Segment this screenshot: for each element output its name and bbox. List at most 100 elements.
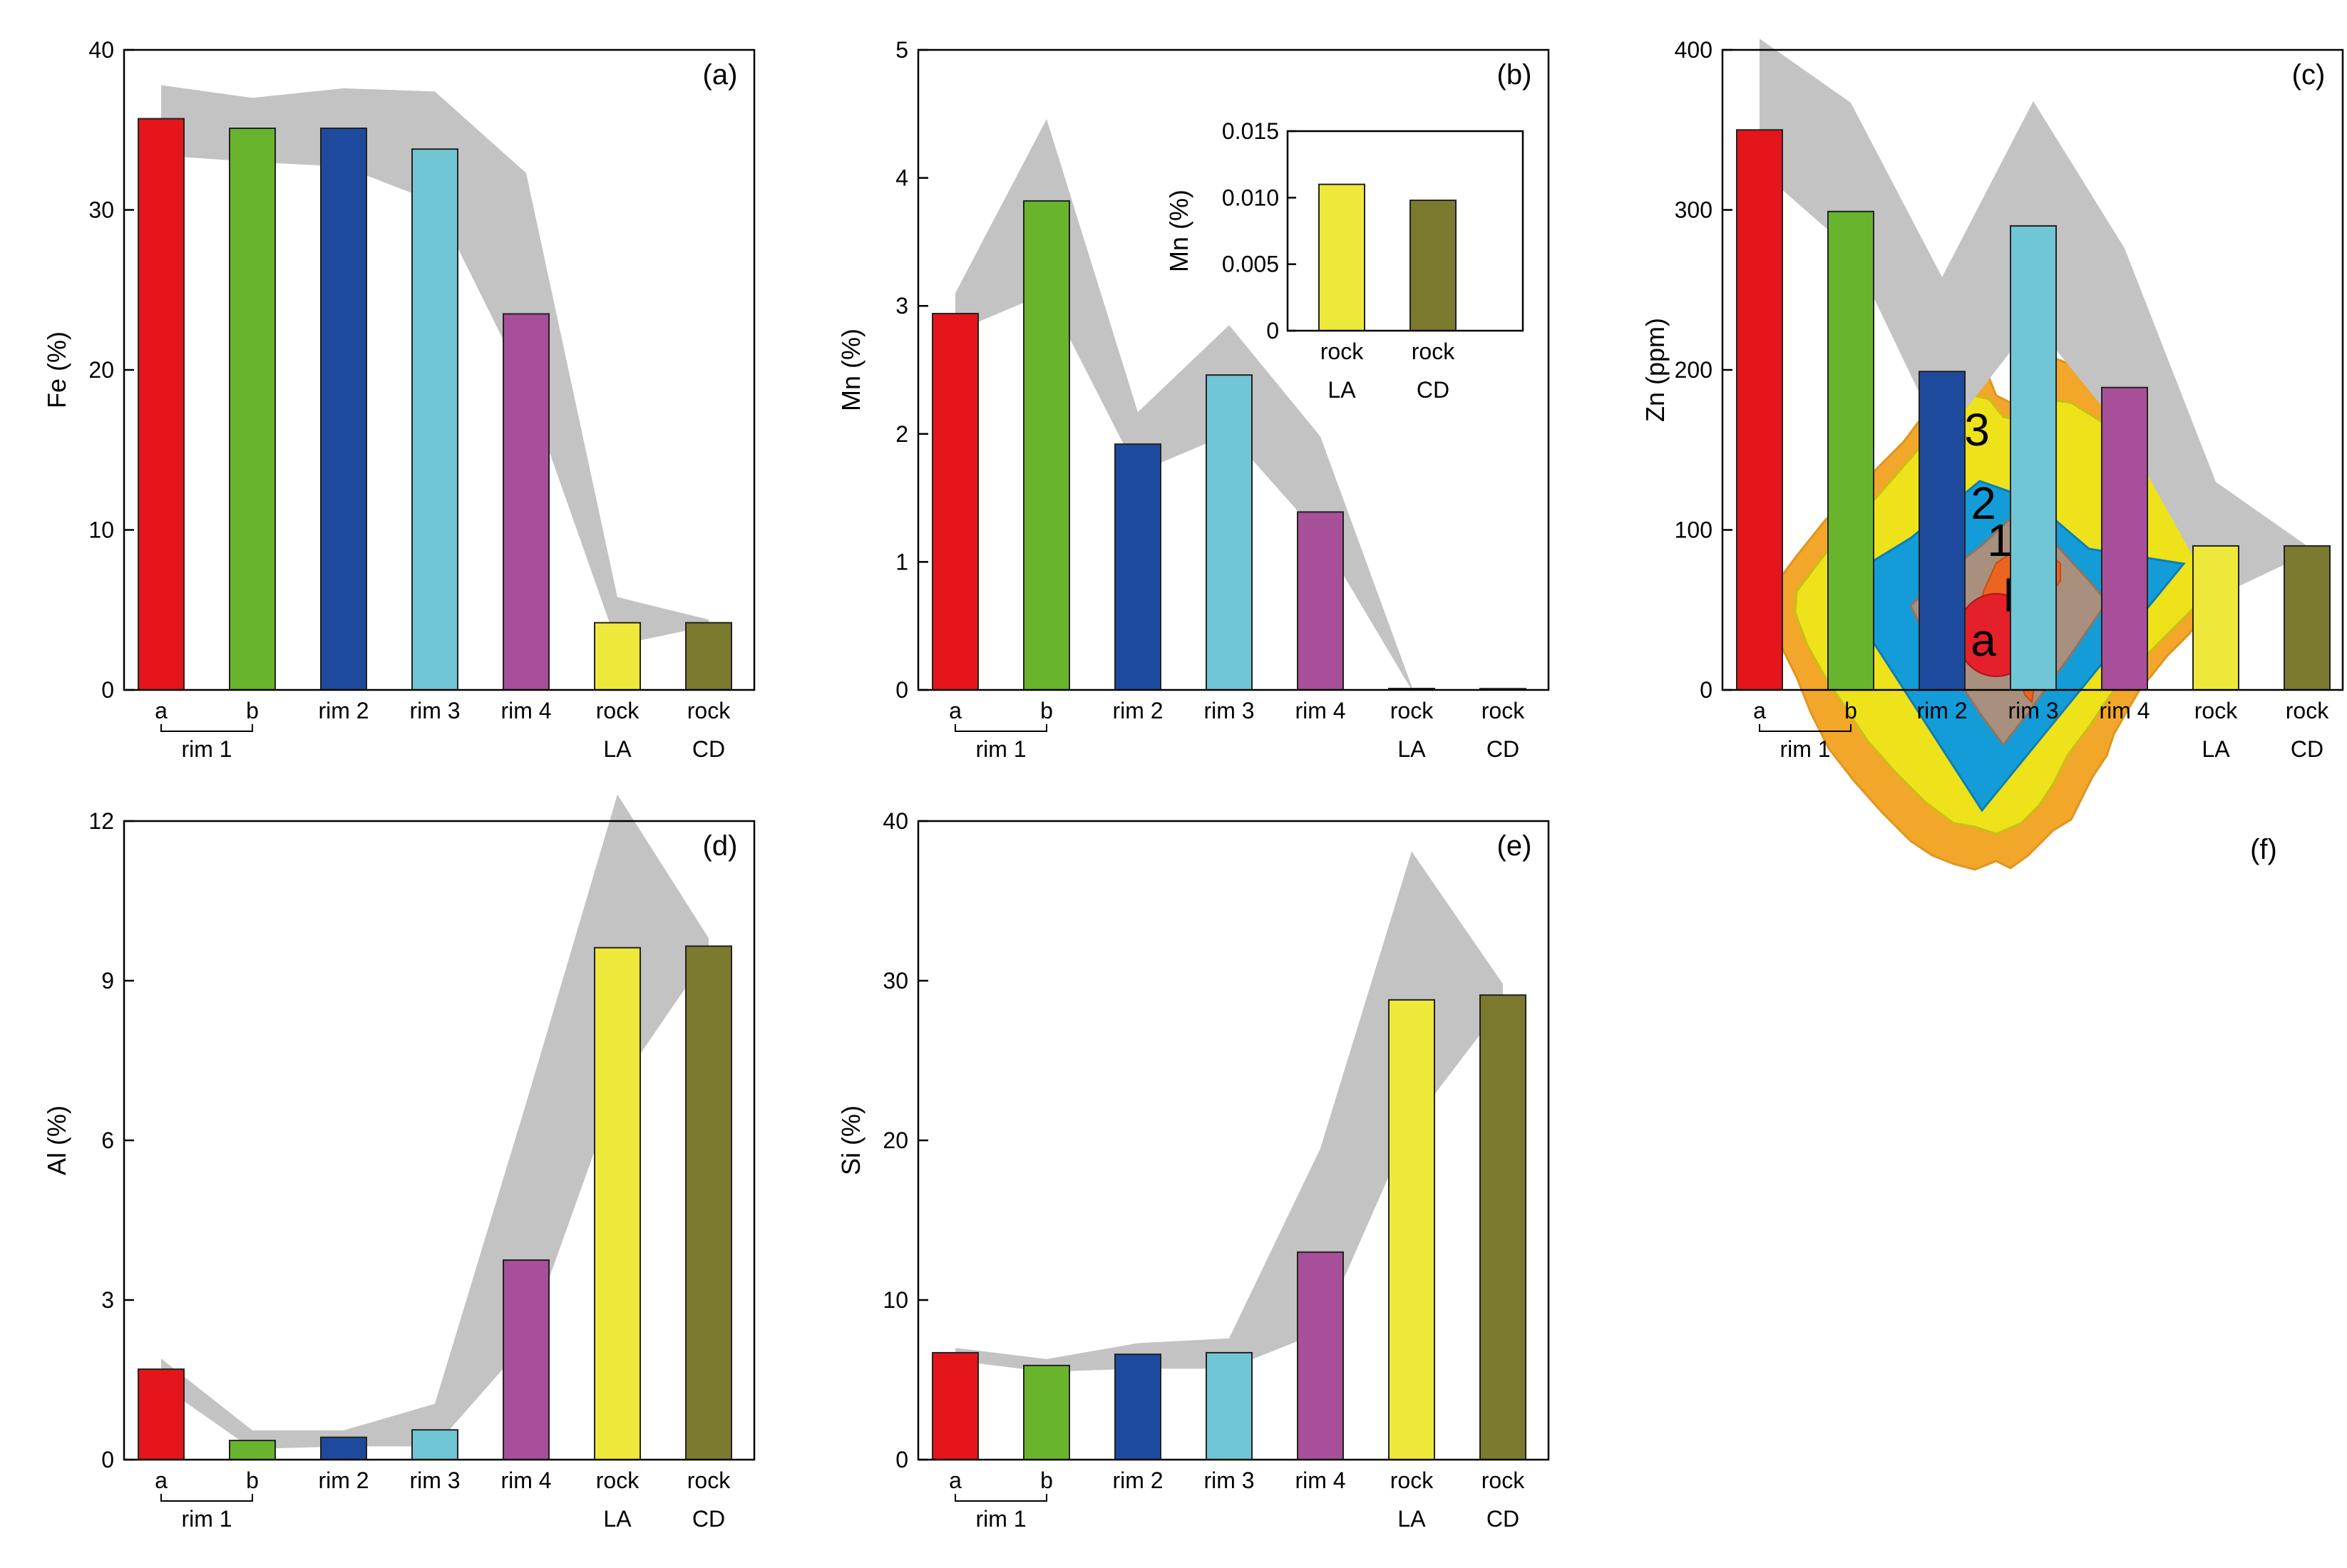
- inset-category-label: rock: [1320, 339, 1364, 364]
- bar-a: [138, 118, 185, 691]
- bar-rim-2: [1114, 443, 1161, 691]
- y-tick-label: 5: [895, 37, 908, 63]
- x-category-label: b: [1040, 698, 1053, 723]
- bar-rock-CD: [685, 945, 732, 1460]
- y-tick-label: 0: [895, 1447, 908, 1472]
- rim1-group-label: rim 1: [1779, 736, 1830, 762]
- x-category-label: rock: [687, 1468, 731, 1493]
- range-band: [161, 794, 709, 1450]
- inset-y-tick-label: 0.010: [1222, 185, 1279, 210]
- y-tick-label: 2: [895, 421, 908, 447]
- inset-y-tick-label: 0.015: [1222, 118, 1279, 144]
- rim1-group-label: rim 1: [975, 736, 1026, 762]
- inset-category-sublabel: LA: [1327, 377, 1356, 403]
- inset-y-tick-label: 0.005: [1222, 252, 1279, 277]
- bar-rim-3: [1206, 1351, 1253, 1461]
- y-axis-title: Si (%): [836, 1105, 866, 1175]
- x-category-label: rock: [1481, 1468, 1525, 1493]
- x-category-label: rim 3: [409, 698, 460, 723]
- rim1-group-label: rim 1: [181, 1506, 232, 1532]
- y-tick-label: 20: [883, 1128, 908, 1153]
- bar-rock-CD: [685, 621, 732, 691]
- x-category-label: rim 4: [500, 698, 551, 723]
- x-category-label: rim 4: [2099, 698, 2150, 723]
- x-category-label: a: [949, 1468, 962, 1493]
- y-tick-label: 3: [895, 293, 908, 319]
- bar-b: [229, 1440, 276, 1460]
- x-category-label: rock: [1481, 698, 1525, 723]
- x-category-label: rock: [596, 1468, 640, 1493]
- rim1-bracket: [1759, 724, 1852, 732]
- x-category-label: rock: [1390, 698, 1434, 723]
- x-category-label: a: [155, 1468, 168, 1493]
- zone-label-1: 1: [1987, 515, 2013, 566]
- x-category-label: b: [1844, 698, 1857, 723]
- inset-bar-CD: [1409, 200, 1457, 332]
- x-category-label: a: [1753, 698, 1766, 723]
- inset-category-label: rock: [1412, 339, 1455, 364]
- chart-0: 0 10 20 30 40 Fe (%) (a) a b rim 2 rim 3 rim 4 rock L…: [42, 37, 756, 762]
- y-tick-label: 12: [88, 808, 114, 834]
- bar-rim-4: [1297, 511, 1344, 691]
- chart-2: 0 100 200 300 400 Zn (ppm) (c) a b rim 2 rim 3 rim …: [1640, 37, 2344, 762]
- y-tick-label: 40: [883, 808, 908, 834]
- x-category-label: rim 3: [2008, 698, 2058, 723]
- bar-rock-CD: [1479, 994, 1526, 1461]
- panel-label: (b): [1497, 59, 1532, 91]
- y-tick-label: 40: [88, 37, 114, 63]
- range-band: [161, 85, 709, 646]
- plot-frame: [917, 48, 1550, 691]
- bar-rim-4: [503, 313, 550, 691]
- y-tick-label: 0: [101, 677, 114, 703]
- x-category-label: rock: [2194, 698, 2238, 723]
- inset-frame: [1286, 130, 1524, 332]
- y-tick-label: 30: [883, 968, 908, 994]
- bar-rock-LA: [2192, 545, 2239, 691]
- chart-1: 0 1 2 3 4 5 Mn (%) (b) a b rim 2 rim 3 rim 4 rock LA ro…: [836, 37, 1550, 762]
- bar-rim-2: [1114, 1353, 1161, 1461]
- x-category-label: rim 2: [1112, 698, 1163, 723]
- panel-label: (c): [2292, 59, 2326, 91]
- y-axis-title: Mn (%): [836, 329, 866, 411]
- panel-label: (e): [1497, 830, 1532, 862]
- bar-b: [1023, 1364, 1070, 1460]
- x-category-label: rim 3: [1203, 1468, 1254, 1493]
- x-category-label: rim 4: [1295, 1468, 1345, 1493]
- x-category-label: rim 4: [1295, 698, 1345, 723]
- bar-rim-3: [411, 1429, 458, 1460]
- bar-b: [1023, 200, 1070, 691]
- x-category-sublabel: LA: [1397, 1506, 1426, 1532]
- y-axis-title: Al (%): [42, 1105, 71, 1175]
- y-tick-label: 10: [88, 517, 114, 543]
- bar-rim-2: [320, 128, 367, 691]
- x-category-label: b: [246, 1468, 259, 1493]
- zone-label-2: 2: [1971, 478, 1996, 529]
- x-category-label: a: [949, 698, 962, 723]
- x-category-label: rim 3: [409, 1468, 460, 1493]
- x-category-label: rock: [687, 698, 731, 723]
- bar-rock-CD: [2284, 545, 2331, 691]
- bar-rim-4: [503, 1259, 550, 1460]
- y-tick-label: 4: [895, 165, 908, 191]
- x-category-sublabel: LA: [2202, 736, 2230, 762]
- y-tick-label: 1: [895, 549, 908, 574]
- bar-rock-LA: [594, 621, 641, 691]
- bar-rim-3: [411, 148, 458, 691]
- y-tick-label: 0: [1700, 677, 1712, 703]
- bar-rim-3: [2010, 225, 2057, 691]
- x-category-label: a: [155, 698, 168, 723]
- y-tick-label: 100: [1675, 517, 1712, 543]
- x-category-sublabel: LA: [603, 736, 632, 762]
- x-category-sublabel: CD: [1486, 1506, 1519, 1532]
- x-category-sublabel: CD: [692, 736, 725, 762]
- y-tick-label: 3: [101, 1287, 114, 1313]
- y-tick-label: 200: [1675, 357, 1712, 383]
- x-category-sublabel: LA: [1397, 736, 1426, 762]
- bar-rock-LA: [594, 947, 641, 1460]
- bar-rim-4: [1297, 1251, 1344, 1461]
- x-category-label: rim 4: [500, 1468, 551, 1493]
- x-category-sublabel: CD: [692, 1506, 725, 1532]
- rim1-group-label: rim 1: [975, 1506, 1026, 1532]
- y-tick-label: 0: [895, 677, 908, 703]
